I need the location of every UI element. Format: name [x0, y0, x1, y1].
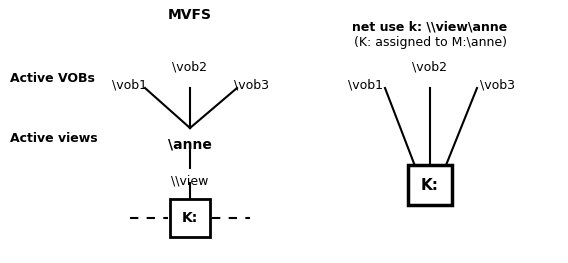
FancyBboxPatch shape — [408, 165, 452, 205]
Text: (K: assigned to M:\anne): (K: assigned to M:\anne) — [353, 36, 507, 49]
Text: \vob3: \vob3 — [479, 78, 515, 91]
Text: K:: K: — [421, 178, 439, 193]
Text: Active VOBs: Active VOBs — [10, 72, 95, 84]
Text: \vob2: \vob2 — [173, 60, 207, 73]
Text: Active views: Active views — [10, 132, 98, 144]
Text: \vob2: \vob2 — [412, 60, 448, 73]
Text: \anne: \anne — [168, 138, 212, 152]
Text: \\view: \\view — [172, 175, 208, 188]
Text: K:: K: — [182, 211, 198, 225]
Text: \vob3: \vob3 — [235, 78, 269, 91]
Text: MVFS: MVFS — [168, 8, 212, 22]
Text: \vob1: \vob1 — [112, 78, 148, 91]
Text: net use k: \\view\anne: net use k: \\view\anne — [352, 20, 508, 33]
Text: \vob1: \vob1 — [348, 78, 382, 91]
FancyBboxPatch shape — [170, 199, 210, 237]
